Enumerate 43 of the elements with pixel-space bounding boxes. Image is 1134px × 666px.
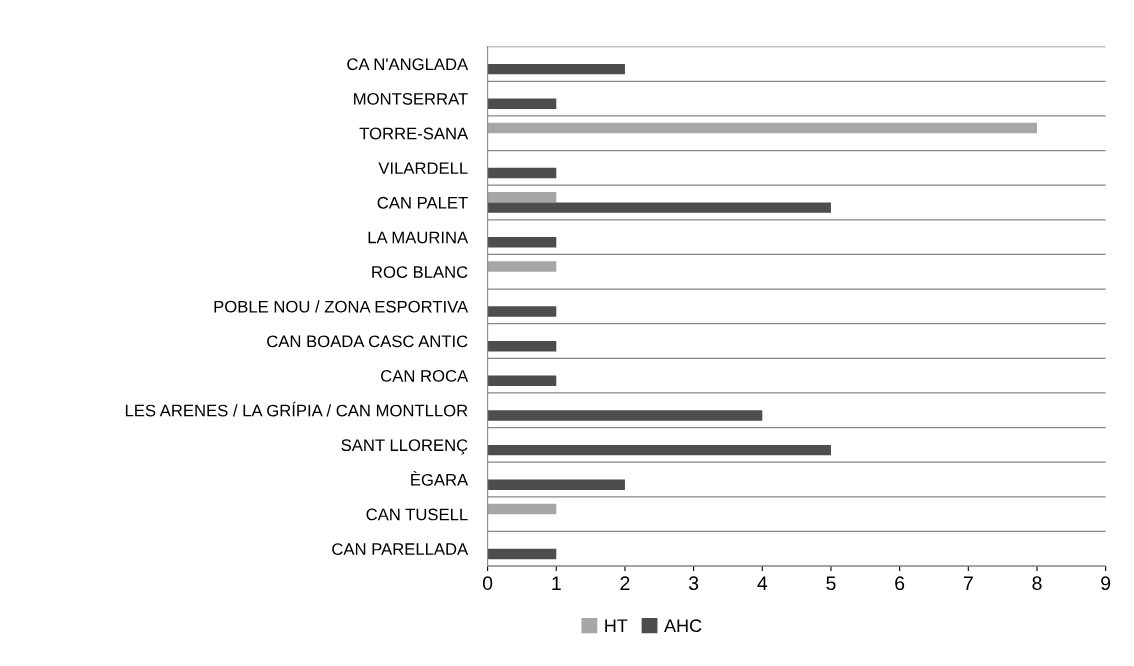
y-tick-label: ÈGARA xyxy=(411,471,469,486)
x-tick-label: 9 xyxy=(1101,576,1111,591)
x-tick-label: 0 xyxy=(482,576,493,591)
x-tick-label: 4 xyxy=(757,576,768,590)
bar xyxy=(487,375,557,387)
y-tick-label: SANT LLORENÇ xyxy=(341,439,468,455)
bar xyxy=(487,444,831,456)
bar xyxy=(487,98,557,109)
bar xyxy=(487,410,763,421)
bar xyxy=(487,122,1037,134)
x-tick-label: 1 xyxy=(552,576,561,590)
x-tick-label: 7 xyxy=(963,576,973,590)
bar xyxy=(487,306,557,317)
bar xyxy=(487,503,557,515)
x-tick-label: 6 xyxy=(895,576,905,591)
x-tick-label: 3 xyxy=(688,576,699,591)
legend-label: HT xyxy=(605,619,628,632)
x-tick-label: 5 xyxy=(826,576,836,591)
bar xyxy=(487,340,557,352)
bar xyxy=(487,202,831,213)
y-tick-label: ROC BLANC xyxy=(372,266,468,278)
bar xyxy=(487,261,557,272)
bar xyxy=(487,167,557,179)
x-tick-label: 8 xyxy=(1032,576,1042,591)
bar xyxy=(487,237,557,248)
x-tick-label: 2 xyxy=(620,576,630,590)
y-tick-label: LA MAURINA xyxy=(368,231,469,244)
y-tick-label: VILARDELL xyxy=(378,162,468,174)
bar xyxy=(487,192,557,203)
y-tick-label: CAN PALET xyxy=(377,196,468,209)
y-tick-label: POBLE NOU / ZONA ESPORTIVA xyxy=(214,300,469,313)
y-tick-label: CAN PARELLADA xyxy=(332,543,469,555)
bar xyxy=(487,548,557,560)
y-tick-label: CAN ROCA xyxy=(381,370,469,382)
y-tick-label: CA N'ANGLADA xyxy=(347,58,469,71)
y-tick-label: CAN BOADA CASC ANTIC xyxy=(267,335,468,348)
bar xyxy=(487,63,625,75)
legend-label: AHC xyxy=(664,619,702,633)
y-tick-label: MONTSERRAT xyxy=(354,92,468,105)
bar xyxy=(487,479,625,490)
y-tick-label: CAN TUSELL xyxy=(366,508,468,521)
y-tick-label: TORRE-SANA xyxy=(359,127,469,140)
y-tick-label: LES ARENES / LA GRÍPIA / CAN MONTLLOR xyxy=(125,401,468,417)
